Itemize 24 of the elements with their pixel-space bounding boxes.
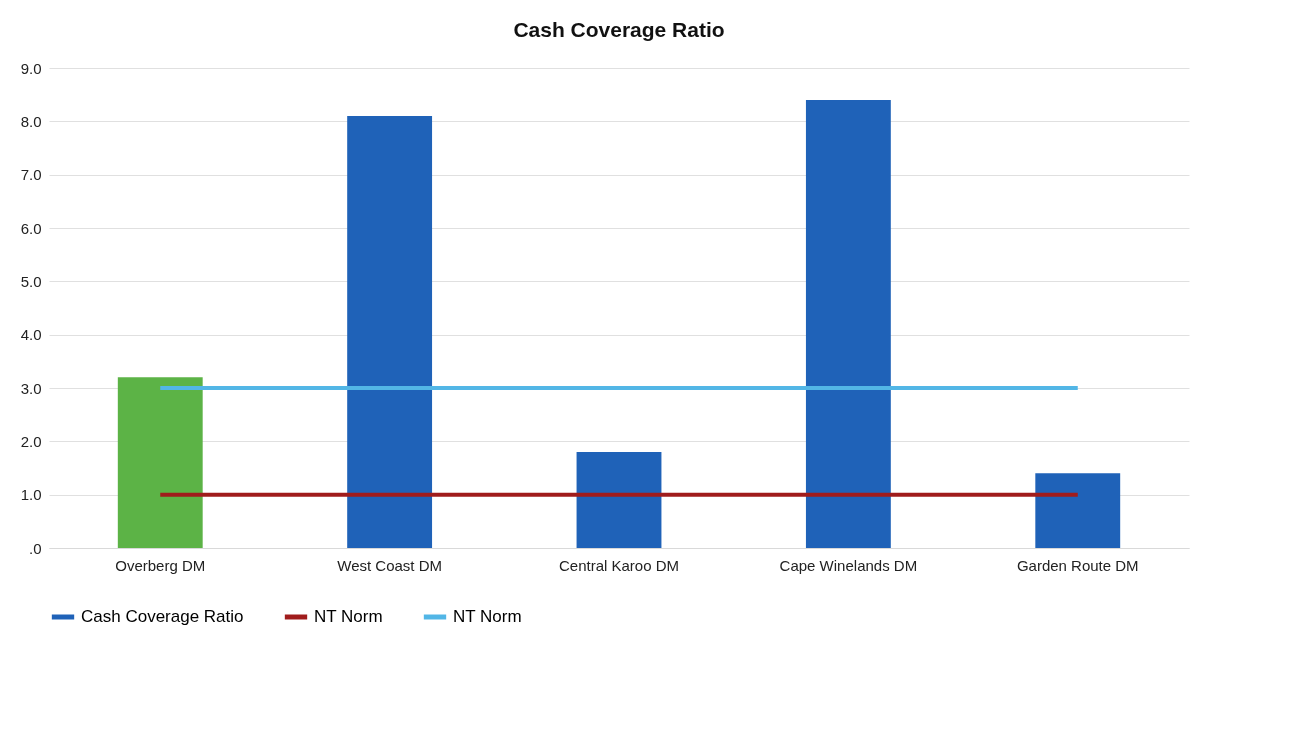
y-tick-label: 3.0 bbox=[20, 379, 42, 397]
bar bbox=[805, 100, 891, 548]
bar bbox=[576, 452, 662, 548]
x-tick-label: Overberg DM bbox=[115, 556, 206, 574]
x-tick-label: West Coast DM bbox=[337, 556, 442, 574]
y-tick-label: 1.0 bbox=[20, 486, 42, 504]
legend-label: Cash Coverage Ratio bbox=[81, 607, 244, 626]
bar bbox=[1035, 473, 1121, 548]
x-tick-label: Cape Winelands DM bbox=[779, 556, 918, 574]
y-tick-label: .0 bbox=[28, 539, 42, 557]
x-tick-label: Garden Route DM bbox=[1016, 556, 1139, 574]
y-tick-label: 6.0 bbox=[20, 219, 42, 237]
y-tick-label: 7.0 bbox=[20, 166, 42, 184]
bar bbox=[117, 377, 203, 548]
x-tick-label: Central Karoo DM bbox=[558, 556, 680, 574]
y-tick-label: 5.0 bbox=[20, 272, 42, 290]
y-tick-label: 4.0 bbox=[20, 326, 42, 344]
y-tick-label: 8.0 bbox=[20, 112, 42, 130]
legend-label: NT Norm bbox=[314, 607, 383, 626]
legend-label: NT Norm bbox=[453, 607, 522, 626]
bar bbox=[347, 116, 433, 548]
y-tick-label: 2.0 bbox=[20, 432, 42, 450]
chart-title: Cash Coverage Ratio bbox=[513, 18, 725, 41]
y-tick-label: 9.0 bbox=[20, 59, 42, 77]
